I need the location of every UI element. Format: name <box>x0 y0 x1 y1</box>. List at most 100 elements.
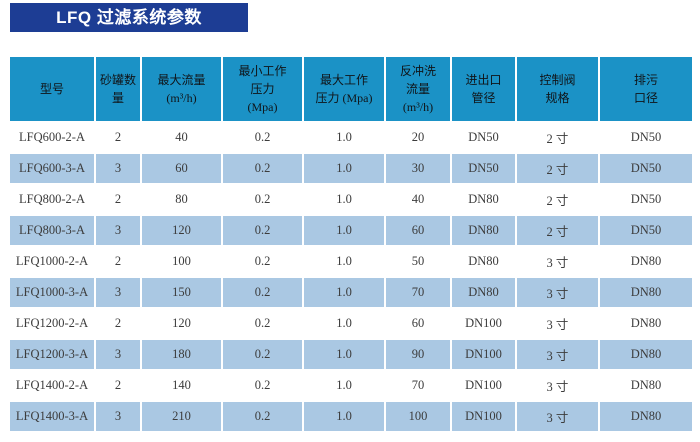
table-row: LFQ600-3-A 3 60 0.2 1.0 30 DN50 2 寸 DN50 <box>8 152 694 185</box>
cell-tank-count: 2 <box>94 307 142 340</box>
table-row: LFQ1400-3-A 3 210 0.2 1.0 100 DN100 3 寸 DN80 <box>8 400 694 433</box>
cell-max-flow: 210 <box>140 400 223 433</box>
cell-drain-diameter: DN80 <box>598 276 694 309</box>
cell-min-pressure: 0.2 <box>221 276 304 309</box>
cell-inlet-outlet-diameter: DN100 <box>450 369 517 402</box>
cell-min-pressure: 0.2 <box>221 369 304 402</box>
cell-control-valve-spec: 2 寸 <box>515 214 600 247</box>
cell-max-flow: 100 <box>140 245 223 278</box>
cell-tank-count: 2 <box>94 121 142 154</box>
column-header-min-pressure: 最小工作 压力 (Mpa) <box>221 55 304 123</box>
cell-max-pressure: 1.0 <box>302 307 386 340</box>
cell-model: LFQ600-3-A <box>8 152 96 185</box>
cell-backwash-flow: 60 <box>384 214 452 247</box>
cell-model: LFQ1400-2-A <box>8 369 96 402</box>
cell-inlet-outlet-diameter: DN100 <box>450 338 517 371</box>
cell-inlet-outlet-diameter: DN80 <box>450 214 517 247</box>
cell-model: LFQ1000-2-A <box>8 245 96 278</box>
cell-drain-diameter: DN80 <box>598 338 694 371</box>
cell-backwash-flow: 50 <box>384 245 452 278</box>
cell-max-flow: 180 <box>140 338 223 371</box>
cell-model: LFQ1000-3-A <box>8 276 96 309</box>
cell-inlet-outlet-diameter: DN100 <box>450 307 517 340</box>
page-title: LFQ 过滤系统参数 <box>10 3 248 32</box>
cell-max-flow: 120 <box>140 307 223 340</box>
column-header-max-pressure: 最大工作 压力 (Mpa) <box>302 55 386 123</box>
cell-inlet-outlet-diameter: DN100 <box>450 400 517 433</box>
table-body: LFQ600-2-A 2 40 0.2 1.0 20 DN50 2 寸 DN50 LFQ600-3… <box>8 121 694 433</box>
cell-model: LFQ800-2-A <box>8 183 96 216</box>
cell-max-pressure: 1.0 <box>302 121 386 154</box>
cell-control-valve-spec: 2 寸 <box>515 183 600 216</box>
cell-max-pressure: 1.0 <box>302 152 386 185</box>
cell-max-pressure: 1.0 <box>302 400 386 433</box>
cell-inlet-outlet-diameter: DN80 <box>450 276 517 309</box>
cell-max-flow: 140 <box>140 369 223 402</box>
cell-max-flow: 150 <box>140 276 223 309</box>
cell-backwash-flow: 40 <box>384 183 452 216</box>
cell-control-valve-spec: 3 寸 <box>515 307 600 340</box>
cell-control-valve-spec: 3 寸 <box>515 369 600 402</box>
column-header-backwash-flow: 反冲洗 流量 (m³/h) <box>384 55 452 123</box>
cell-inlet-outlet-diameter: DN50 <box>450 121 517 154</box>
cell-min-pressure: 0.2 <box>221 338 304 371</box>
cell-min-pressure: 0.2 <box>221 307 304 340</box>
cell-min-pressure: 0.2 <box>221 121 304 154</box>
cell-control-valve-spec: 3 寸 <box>515 338 600 371</box>
cell-min-pressure: 0.2 <box>221 400 304 433</box>
table-row: LFQ1200-2-A 2 120 0.2 1.0 60 DN100 3 寸 DN80 <box>8 307 694 340</box>
cell-backwash-flow: 70 <box>384 369 452 402</box>
cell-drain-diameter: DN80 <box>598 245 694 278</box>
cell-tank-count: 3 <box>94 338 142 371</box>
cell-max-pressure: 1.0 <box>302 338 386 371</box>
cell-tank-count: 2 <box>94 183 142 216</box>
cell-min-pressure: 0.2 <box>221 183 304 216</box>
column-header-control-valve-spec: 控制阀 规格 <box>515 55 600 123</box>
cell-max-flow: 40 <box>140 121 223 154</box>
cell-max-flow: 60 <box>140 152 223 185</box>
cell-min-pressure: 0.2 <box>221 152 304 185</box>
cell-model: LFQ1400-3-A <box>8 400 96 433</box>
cell-tank-count: 3 <box>94 214 142 247</box>
cell-backwash-flow: 60 <box>384 307 452 340</box>
cell-max-pressure: 1.0 <box>302 183 386 216</box>
column-header-tank-count: 砂罐数 量 <box>94 55 142 123</box>
header-row: 型号 砂罐数 量最大流量 (m³/h) 最小工作 压力 (Mpa) 最大工作 压力 (… <box>8 55 694 123</box>
table-row: LFQ800-2-A 2 80 0.2 1.0 40 DN80 2 寸 DN50 <box>8 183 694 216</box>
column-header-max-flow: 最大流量 (m³/h) <box>140 55 223 123</box>
cell-backwash-flow: 100 <box>384 400 452 433</box>
cell-model: LFQ600-2-A <box>8 121 96 154</box>
cell-drain-diameter: DN80 <box>598 307 694 340</box>
column-header-drain-diameter: 排污 口径 <box>598 55 694 123</box>
cell-control-valve-spec: 3 寸 <box>515 245 600 278</box>
cell-drain-diameter: DN80 <box>598 400 694 433</box>
cell-min-pressure: 0.2 <box>221 245 304 278</box>
cell-backwash-flow: 20 <box>384 121 452 154</box>
cell-control-valve-spec: 2 寸 <box>515 121 600 154</box>
cell-tank-count: 2 <box>94 245 142 278</box>
table-row: LFQ1400-2-A 2 140 0.2 1.0 70 DN100 3 寸 DN80 <box>8 369 694 402</box>
cell-inlet-outlet-diameter: DN80 <box>450 183 517 216</box>
cell-backwash-flow: 70 <box>384 276 452 309</box>
cell-control-valve-spec: 2 寸 <box>515 152 600 185</box>
cell-max-flow: 80 <box>140 183 223 216</box>
table-row: LFQ800-3-A 3 120 0.2 1.0 60 DN80 2 寸 DN50 <box>8 214 694 247</box>
cell-model: LFQ1200-3-A <box>8 338 96 371</box>
cell-tank-count: 2 <box>94 369 142 402</box>
cell-inlet-outlet-diameter: DN50 <box>450 152 517 185</box>
cell-inlet-outlet-diameter: DN80 <box>450 245 517 278</box>
table-row: LFQ1000-3-A 3 150 0.2 1.0 70 DN80 3 寸 DN80 <box>8 276 694 309</box>
cell-tank-count: 3 <box>94 276 142 309</box>
cell-tank-count: 3 <box>94 152 142 185</box>
cell-control-valve-spec: 3 寸 <box>515 400 600 433</box>
cell-max-pressure: 1.0 <box>302 276 386 309</box>
cell-drain-diameter: DN80 <box>598 369 694 402</box>
table-row: LFQ1200-3-A 3 180 0.2 1.0 90 DN100 3 寸 DN80 <box>8 338 694 371</box>
cell-drain-diameter: DN50 <box>598 183 694 216</box>
cell-backwash-flow: 90 <box>384 338 452 371</box>
cell-min-pressure: 0.2 <box>221 214 304 247</box>
column-header-model: 型号 <box>8 55 96 123</box>
cell-max-pressure: 1.0 <box>302 245 386 278</box>
column-header-inlet-outlet-diameter: 进出口 管径 <box>450 55 517 123</box>
cell-model: LFQ800-3-A <box>8 214 96 247</box>
